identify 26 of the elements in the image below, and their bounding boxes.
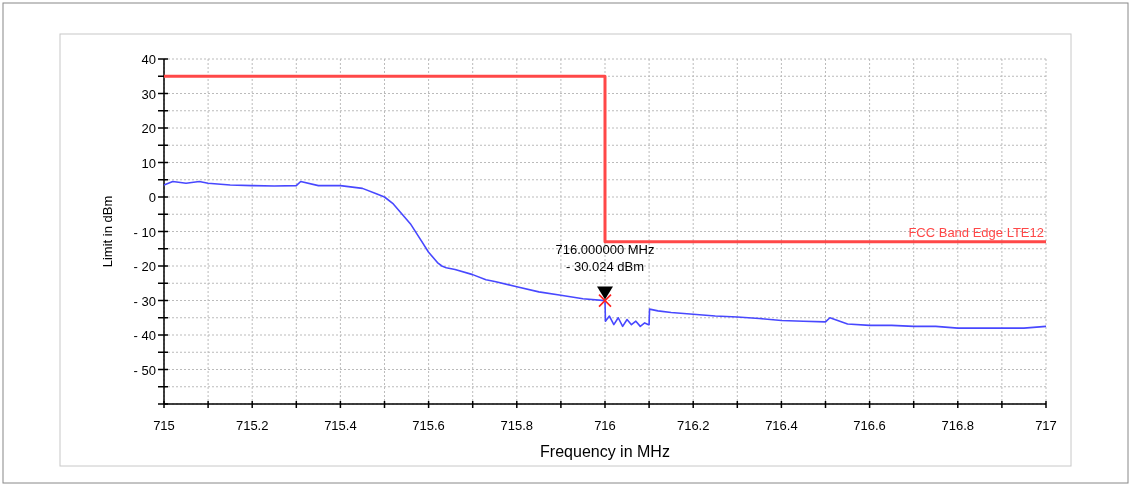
y-tick-label: 0: [148, 190, 156, 205]
y-tick-label: 40: [141, 52, 156, 67]
series-label: FCC Band Edge LTE12: [908, 224, 1044, 240]
x-tick-label: 716.2: [676, 418, 710, 433]
y-tick-label: - 10: [133, 224, 156, 240]
x-axis-title: Frequency in MHz: [540, 443, 670, 460]
line-series: [163, 180, 1047, 329]
y-tick-label: 30: [141, 86, 156, 102]
y-tick-label: - 20: [133, 259, 156, 274]
x-tick-label: 715.2: [235, 418, 269, 433]
x-tick-label: 716: [594, 418, 616, 433]
annotation: 716.000000 MHz - 30.024 dBm: [555, 241, 655, 274]
y-tick-label: - 30: [133, 293, 156, 309]
x-tick-label: 716.6: [853, 418, 886, 433]
x-tick-label: 715.4: [324, 418, 357, 433]
x-tick-label: 717: [1035, 418, 1057, 433]
y-axis-title: Limit in dBm: [100, 195, 115, 268]
x-tick-label: 715.8: [500, 418, 534, 433]
y-tick-label: 20: [141, 121, 156, 136]
x-tick-label: 715.6: [412, 418, 445, 433]
x-tick-label: 716.8: [941, 418, 975, 433]
y-tick-label: 10: [141, 155, 156, 171]
y-tick-label: - 40: [133, 328, 156, 343]
x-tick-label: 715: [153, 418, 175, 433]
y-tick-label: - 50: [133, 362, 156, 378]
x-tick-label: 716.4: [765, 418, 798, 433]
